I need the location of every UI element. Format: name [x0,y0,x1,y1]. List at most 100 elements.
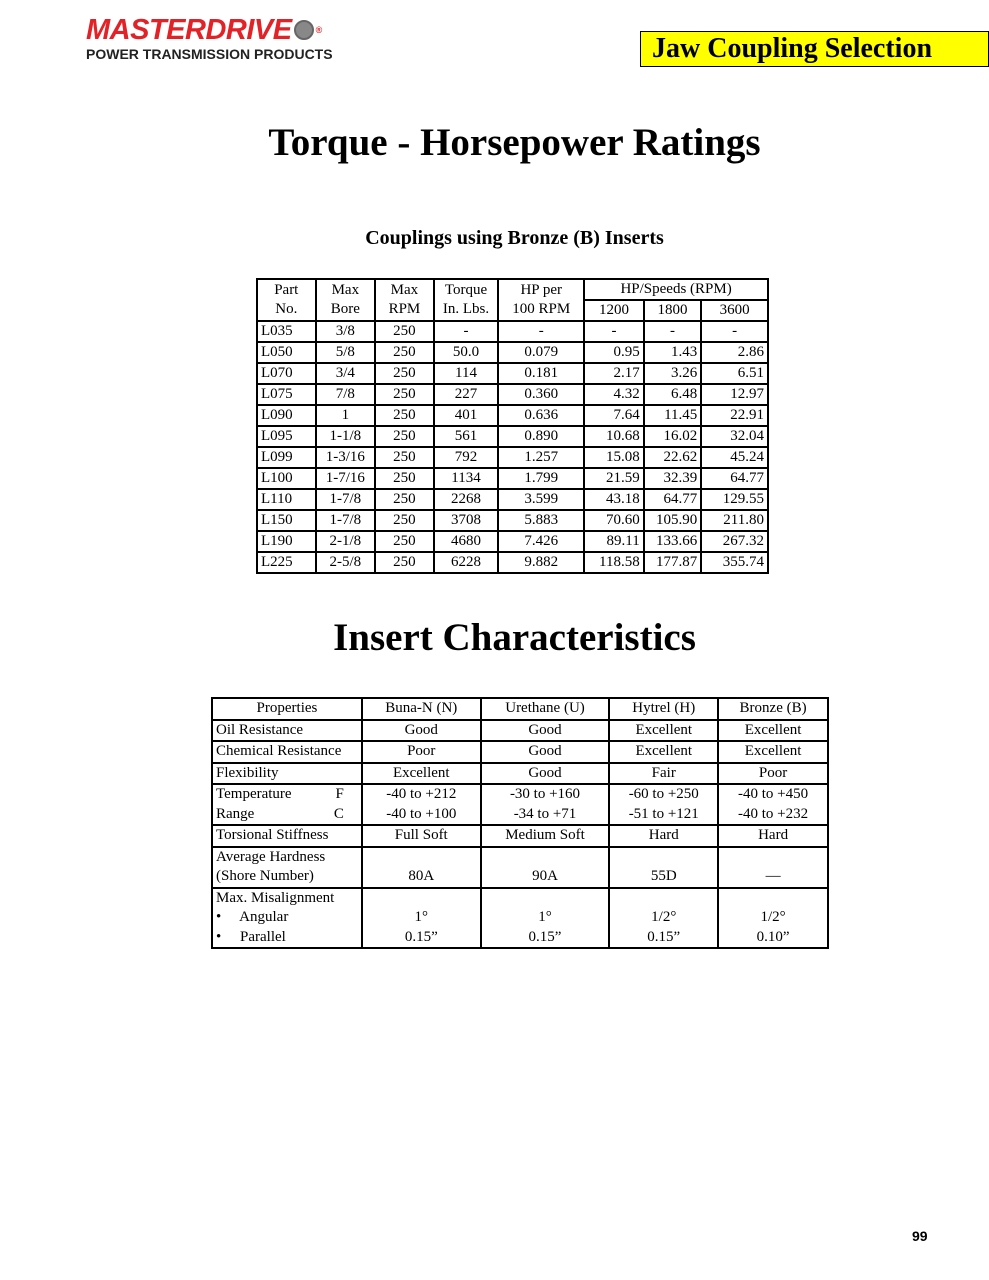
cell: 0.95 [583,341,645,364]
cell: -30 to +160 -34 to +71 [479,783,611,826]
cell: Excellent [608,718,720,742]
cell: 1/2° 0.10” [717,886,829,949]
cell: 55D [608,845,720,889]
table-row: Torsional Stiffness Full Soft Medium Soft H… [211,824,829,848]
cell: L075 [256,383,317,406]
cell: 6228 [432,551,500,574]
cell: Good [360,718,482,742]
cell: 0.181 [497,362,586,385]
cell: Fair [608,761,720,785]
cell: L095 [256,425,317,448]
cell: L090 [256,404,317,427]
cell: 1/2° 0.15” [608,886,720,949]
cell: 32.04 [700,425,769,448]
cell: 45.24 [700,446,769,469]
header-bore: Max Bore [314,278,377,322]
section-title: Insert Characteristics [333,616,696,659]
cell: 1° 0.15” [360,886,482,949]
section-badge: Jaw Coupling Selection [640,31,989,67]
cell: 250 [374,467,435,490]
cell: 1-7/8 [314,509,377,532]
header-hytrel: Hytrel (H) [608,697,720,721]
cell: 6.51 [700,362,769,385]
table-row: L050 5/8 250 50.0 0.079 0.95 1.43 2.86 [256,341,769,364]
cell: - [583,320,645,343]
cell: 1-7/8 [314,488,377,511]
cell: 4.32 [583,383,645,406]
table-row: Oil Resistance Good Good Excellent Excellent [211,718,829,742]
table-row: Properties Buna-N (N) Urethane (U) Hytre… [211,697,829,721]
cell: - [497,320,586,343]
cell: 3/4 [314,362,377,385]
cell: Chemical Resistance [211,740,363,764]
table-row: L075 7/8 250 227 0.360 4.32 6.48 12.97 [256,383,769,406]
cell: Oil Resistance [211,718,363,742]
cell: Hard [608,824,720,848]
cell: 2.17 [583,362,645,385]
header-1200: 1200 [583,299,645,322]
cell: 7/8 [314,383,377,406]
cell: Hard [717,824,829,848]
header-speeds: HP/Speeds (RPM) [583,278,769,301]
cell: - [642,320,703,343]
cell: 64.77 [642,488,703,511]
cell: 227 [432,383,500,406]
cell: 561 [432,425,500,448]
table-row: Max. Misalignment • Angular • Parallel 1° 0… [211,886,829,949]
cell: 1-1/8 [314,425,377,448]
table-row: L150 1-7/8 250 3708 5.883 70.60 105.90 211.80 [256,509,769,532]
cell: Excellent [608,740,720,764]
cell: 1-7/16 [314,467,377,490]
cell: 3.26 [642,362,703,385]
cell: L050 [256,341,317,364]
cell: 250 [374,320,435,343]
cell: 114 [432,362,500,385]
cell: L150 [256,509,317,532]
cell: Good [479,740,611,764]
cell: 22.91 [700,404,769,427]
table-row: Chemical Resistance Poor Good Excellent Exce… [211,740,829,764]
table-row: L095 1-1/8 250 561 0.890 10.68 16.02 32.04 [256,425,769,448]
cell: 22.62 [642,446,703,469]
cell: L100 [256,467,317,490]
cell: -40 to +450 -40 to +232 [717,783,829,826]
cell: 250 [374,404,435,427]
cell: Full Soft [360,824,482,848]
table-row: L110 1-7/8 250 2268 3.599 43.18 64.77 129.55 [256,488,769,511]
cell: 90A [479,845,611,889]
cell: Poor [717,761,829,785]
cell: Temperature F Range C [211,783,363,826]
header-hp100: HP per 100 RPM [497,278,586,322]
cell: 250 [374,383,435,406]
cell: - [700,320,769,343]
page-title: Torque - Horsepower Ratings [268,121,761,164]
cell: 12.97 [700,383,769,406]
table-row: L099 1-3/16 250 792 1.257 15.08 22.62 45.24 [256,446,769,469]
cell: 4680 [432,530,500,553]
cell: 250 [374,446,435,469]
logo-brand: MASTERDRIVE [86,14,292,46]
cell: Good [479,718,611,742]
cell: 1° 0.15” [479,886,611,949]
cell: 2-1/8 [314,530,377,553]
cell: Medium Soft [479,824,611,848]
cell: 0.636 [497,404,586,427]
header-rpm: Max RPM [374,278,435,322]
cell: 211.80 [700,509,769,532]
cell: 5.883 [497,509,586,532]
cell: -40 to +212 -40 to +100 [360,783,482,826]
cell: 43.18 [583,488,645,511]
cell: Good [479,761,611,785]
cell: 10.68 [583,425,645,448]
table-row: Flexibility Excellent Good Fair Poor [211,761,829,785]
cell: 89.11 [583,530,645,553]
cell: 177.87 [642,551,703,574]
cell: Flexibility [211,761,363,785]
cell: 1134 [432,467,500,490]
cell: 7.426 [497,530,586,553]
cell: 64.77 [700,467,769,490]
cell: L035 [256,320,317,343]
cell: 0.890 [497,425,586,448]
header-buna: Buna-N (N) [360,697,482,721]
table-row: Temperature F Range C -40 to +212 -40 to +10… [211,783,829,826]
